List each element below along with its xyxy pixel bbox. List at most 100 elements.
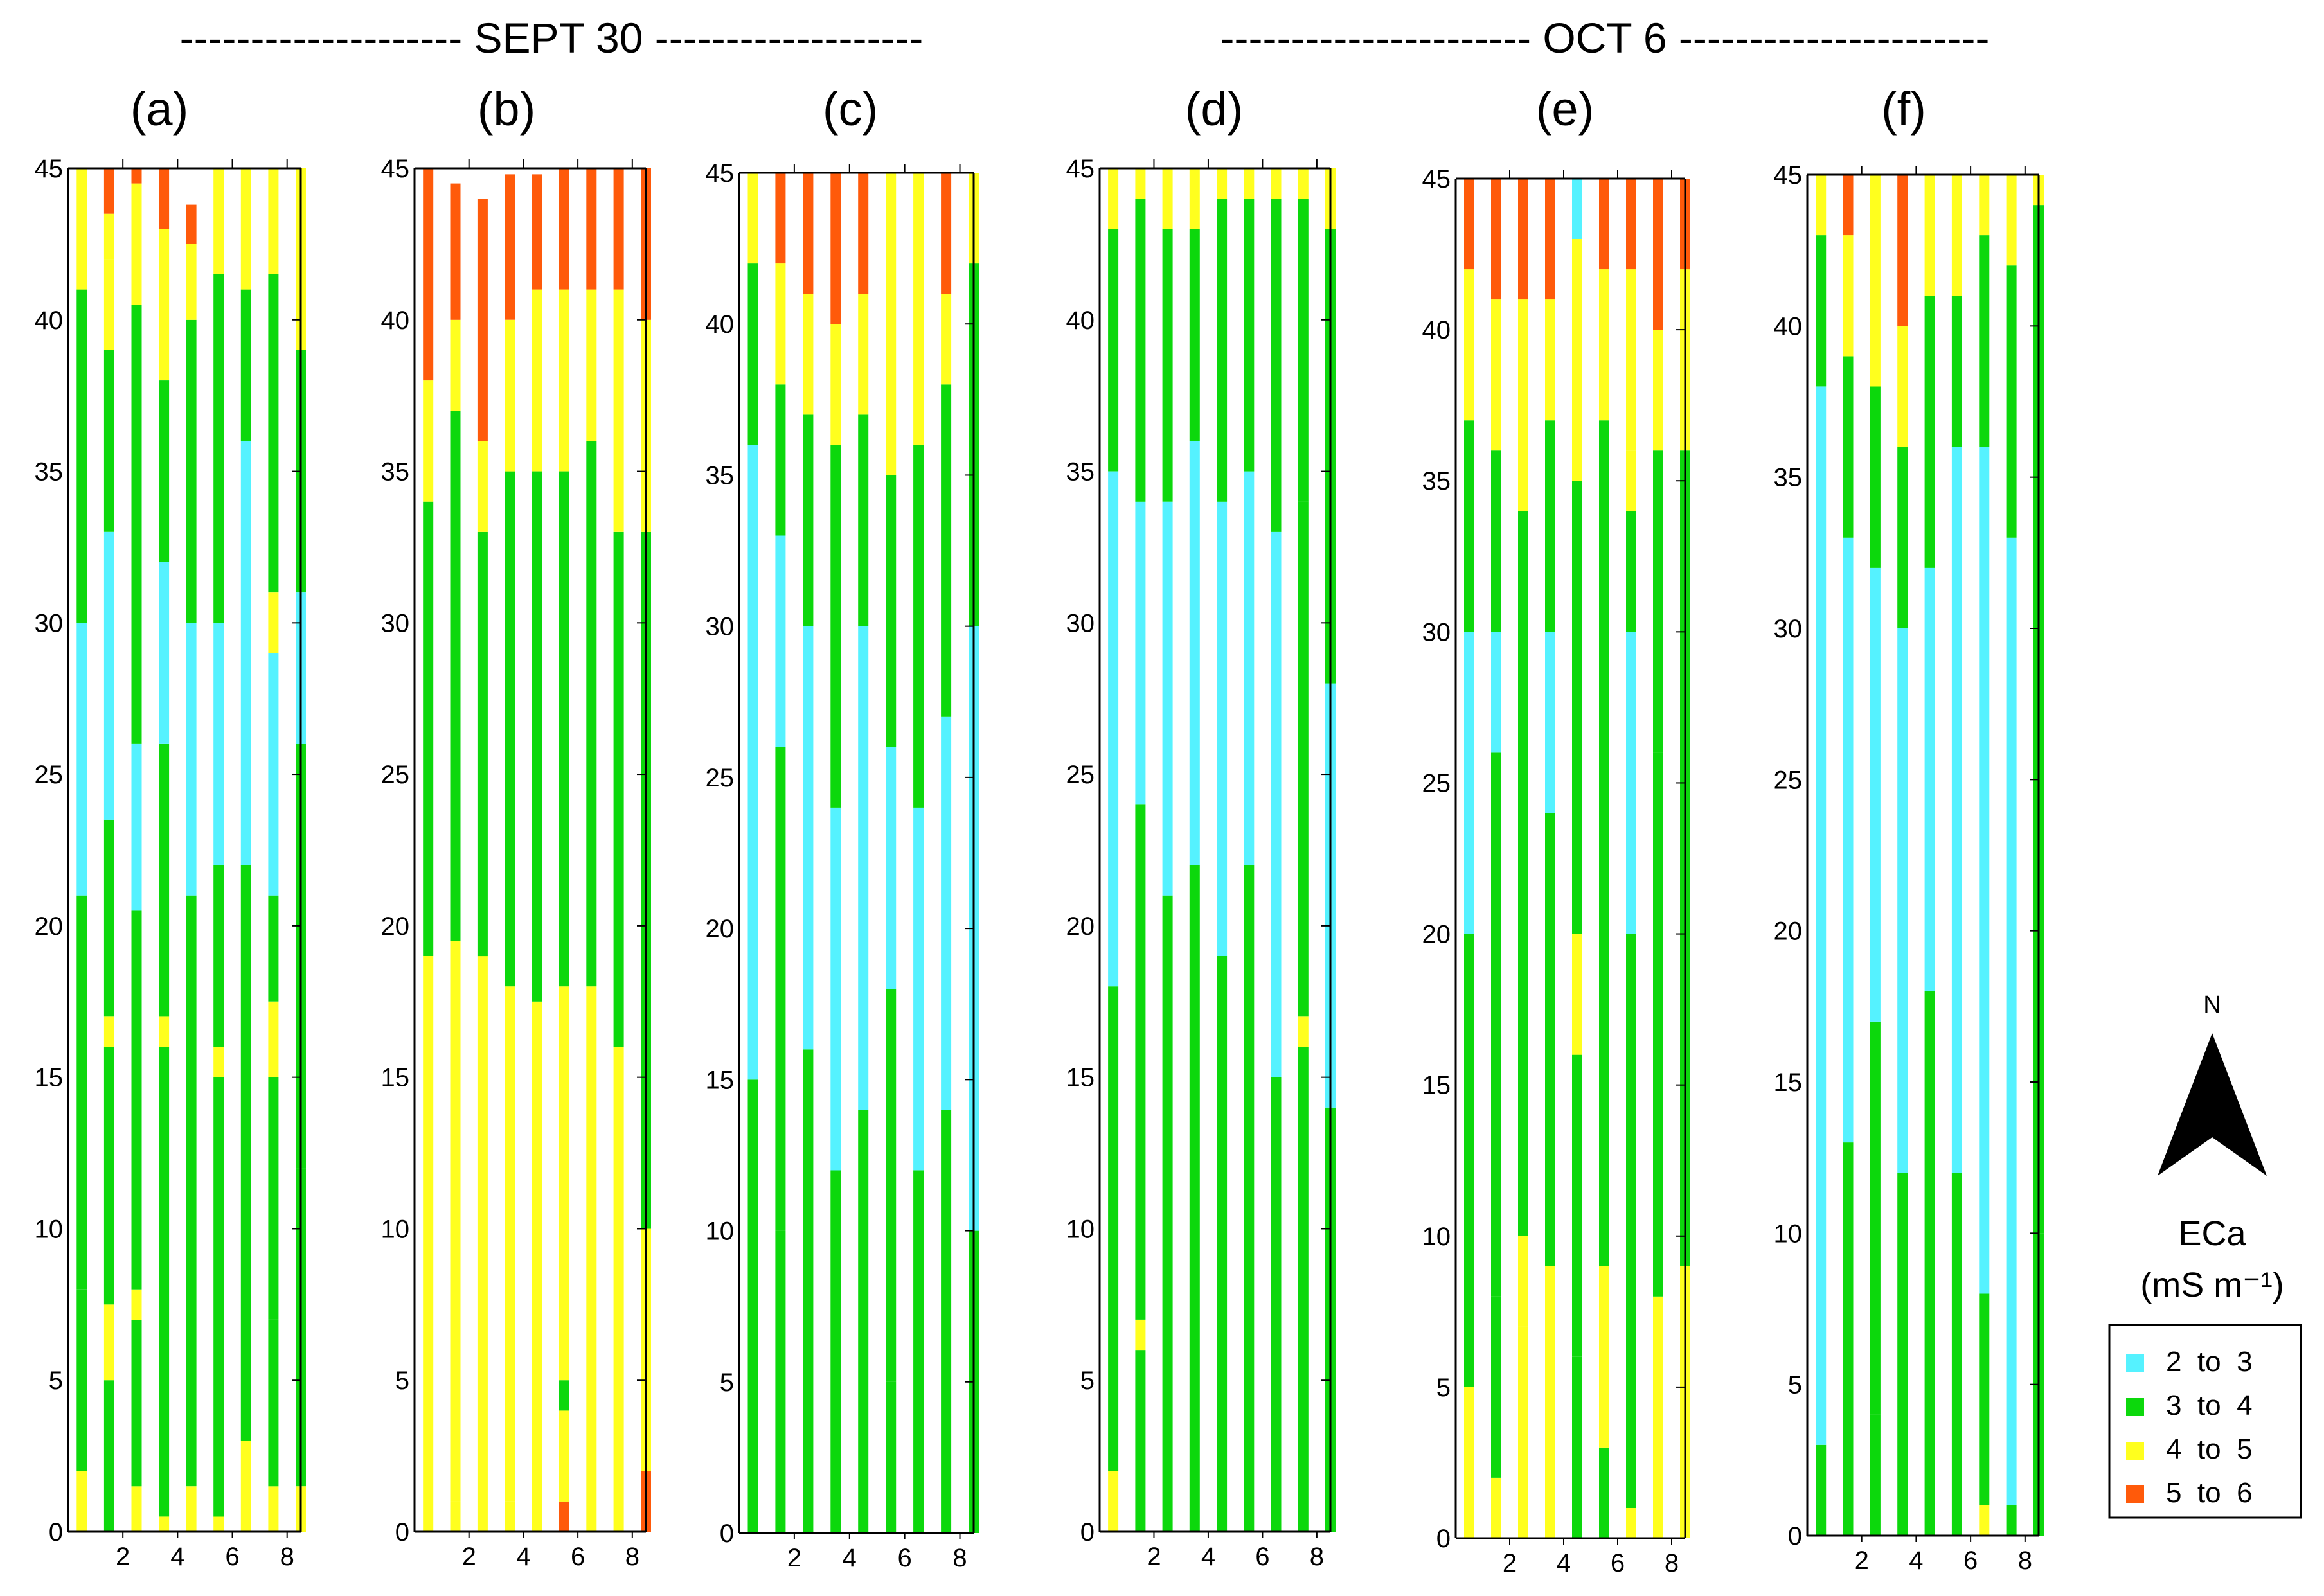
eca-segment xyxy=(1135,1350,1146,1532)
y-tick-label: 20 xyxy=(1774,918,1803,946)
eca-segment xyxy=(159,168,170,229)
eca-segment xyxy=(858,294,869,415)
transect xyxy=(1108,168,1119,1532)
eca-segment xyxy=(240,1441,251,1532)
eca-segment xyxy=(1162,895,1173,1532)
eca-segment xyxy=(1464,1387,1474,1538)
eca-segment xyxy=(2006,1505,2017,1536)
y-tick-label: 10 xyxy=(1422,1223,1451,1251)
eca-segment xyxy=(559,168,569,290)
eca-segment xyxy=(803,294,814,415)
eca-segment xyxy=(1464,269,1474,421)
eca-segment xyxy=(268,1319,279,1487)
panel-a: (a) 0 5 10 15 20 25 30 35 40 45 2 4 6 8 xyxy=(35,82,306,1571)
eca-segment xyxy=(1653,330,1663,451)
eca-segment xyxy=(103,819,114,1017)
eca-segment xyxy=(775,263,786,385)
eca-segment xyxy=(505,174,515,320)
transect xyxy=(1244,168,1255,1532)
eca-segment xyxy=(1897,628,1908,1173)
x-tick-label: 2 xyxy=(462,1543,476,1571)
eca-segment xyxy=(803,626,814,1050)
transect xyxy=(1518,179,1528,1538)
transect xyxy=(1626,179,1636,1538)
eca-segment xyxy=(1653,752,1663,1297)
eca-segment xyxy=(505,986,515,1502)
eca-segment xyxy=(159,1016,170,1047)
x-tick-label: 4 xyxy=(170,1543,184,1571)
eca-segment xyxy=(103,1016,114,1047)
eca-segment xyxy=(477,441,488,532)
y-tick-label: 20 xyxy=(35,912,64,941)
eca-segment xyxy=(858,173,869,294)
transect xyxy=(1572,179,1582,1538)
x-tick-label: 6 xyxy=(898,1544,912,1572)
transect xyxy=(131,168,142,1532)
transect xyxy=(1271,168,1282,1532)
eca-segment xyxy=(1491,1296,1501,1478)
eca-segment xyxy=(186,244,197,320)
eca-segment xyxy=(747,445,758,1080)
transect xyxy=(477,199,488,1532)
eca-segment xyxy=(613,531,624,1047)
eca-segment xyxy=(1979,175,1990,236)
transect xyxy=(1491,179,1501,1538)
eca-segment xyxy=(1816,1444,1827,1536)
transect xyxy=(886,173,897,1533)
eca-segment xyxy=(268,653,279,896)
eca-segment xyxy=(1897,1173,1908,1536)
eca-segment xyxy=(559,1501,569,1532)
legend-swatch xyxy=(2126,1442,2144,1460)
eca-segment xyxy=(1244,471,1255,865)
eca-segment xyxy=(1979,447,1990,1294)
eca-segment xyxy=(450,319,461,411)
transect xyxy=(1298,168,1309,1532)
x-tick-label: 8 xyxy=(625,1543,639,1571)
north-label: N xyxy=(2203,991,2221,1018)
eca-segment xyxy=(1217,956,1228,1532)
y-tick-label: 15 xyxy=(381,1064,410,1092)
eca-segment xyxy=(803,1049,814,1533)
y-tick-label: 35 xyxy=(1422,467,1451,495)
eca-segment xyxy=(1599,269,1609,421)
transect xyxy=(1979,175,1990,1536)
eca-segment xyxy=(1870,175,1881,387)
y-tick-label: 30 xyxy=(35,609,64,637)
eca-segment xyxy=(103,531,114,820)
eca-segment xyxy=(1244,865,1255,1532)
eca-segment xyxy=(1545,632,1555,813)
eca-segment xyxy=(1298,1016,1309,1047)
transect xyxy=(586,168,597,1532)
eca-segment xyxy=(803,414,814,626)
x-tick-label: 6 xyxy=(225,1543,239,1571)
eca-segment xyxy=(103,1380,114,1532)
eca-segment xyxy=(1626,511,1636,632)
eca-segment xyxy=(1491,179,1501,300)
eca-segment xyxy=(213,623,224,865)
eca-segment xyxy=(775,1230,786,1533)
y-tick-label: 40 xyxy=(1066,306,1095,335)
eca-segment xyxy=(1491,1478,1501,1538)
x-tick-label: 8 xyxy=(952,1544,967,1572)
eca-segment xyxy=(213,1047,224,1077)
eca-segment xyxy=(1653,450,1663,753)
eca-segment xyxy=(76,168,87,290)
eca-segment xyxy=(1572,179,1582,239)
eca-segment xyxy=(1464,179,1474,270)
eca-segment xyxy=(1626,934,1636,1508)
y-tick-label: 0 xyxy=(1080,1518,1095,1547)
eca-segment xyxy=(76,623,87,896)
eca-segment xyxy=(886,324,897,475)
y-tick-label: 30 xyxy=(706,613,735,641)
transect xyxy=(803,173,814,1533)
eca-segment xyxy=(913,294,924,445)
eca-segment xyxy=(1816,175,1827,236)
legend-item: 5 to 6 xyxy=(2126,1477,2253,1509)
eca-segment xyxy=(1924,296,1935,568)
eca-segment xyxy=(213,1516,224,1532)
transect xyxy=(1897,175,1908,1536)
y-tick-label: 20 xyxy=(381,912,410,941)
eca-segment xyxy=(1491,632,1501,753)
legend-title: ECa xyxy=(2178,1214,2246,1253)
eca-segment xyxy=(1491,752,1501,1297)
